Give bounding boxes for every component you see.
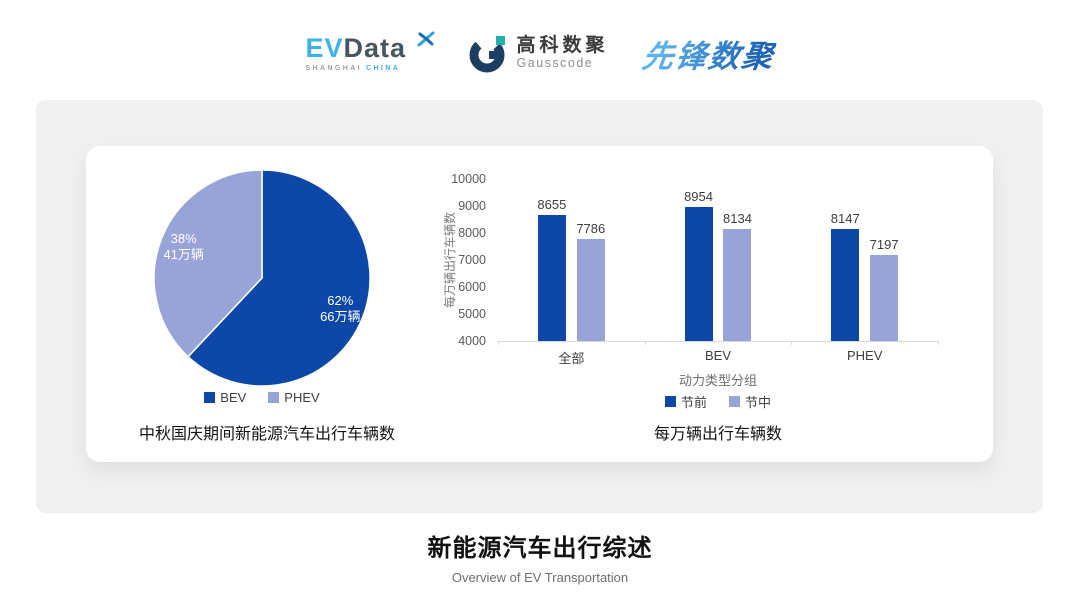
- bar-unit: 8147: [831, 179, 860, 341]
- bar-value-label: 7786: [576, 220, 606, 236]
- legend-label: 节前: [680, 395, 707, 410]
- x-category-label-PHEV: PHEV: [846, 348, 883, 363]
- evdata-subtext-shanghai: SHANGHAI: [305, 64, 362, 72]
- x-axis-tick: [498, 341, 499, 345]
- legend-swatch: [664, 396, 676, 407]
- gausscode-name-en: Gausscode: [516, 55, 594, 70]
- page-subtitle: Overview of EV Transportation: [451, 570, 629, 585]
- y-tick-label: 6000: [458, 280, 486, 294]
- pie-slice-bev: [187, 169, 371, 387]
- legend-label: BEV: [220, 390, 247, 405]
- bar-unit: 7786: [576, 179, 605, 341]
- y-tick-label: 7000: [458, 253, 486, 267]
- bar-group-全部: 8655 7786: [498, 179, 645, 341]
- bar-unit: 8954: [684, 179, 713, 341]
- legend-item-节中: 节中: [729, 392, 771, 411]
- bar-legend: 节前 节中: [498, 392, 938, 411]
- gausscode-name-cn: 高科数聚: [516, 34, 609, 56]
- y-tick-label: 10000: [451, 172, 486, 186]
- x-axis-tick: [644, 341, 646, 345]
- page-title: 新能源汽车出行综述: [427, 535, 653, 562]
- pie-chart-title: 中秋国庆期间新能源汽车出行车辆数: [138, 426, 395, 443]
- legend-item-BEV: BEV: [204, 390, 246, 405]
- legend-item-节前: 节前: [664, 392, 707, 411]
- bar-value-label: 8134: [723, 211, 752, 227]
- bar-BEV-节前: [684, 207, 713, 341]
- evdata-x-icon: [417, 31, 435, 46]
- bar-unit: 8134: [723, 179, 752, 341]
- bar-x-axis-title: 动力类型分组: [678, 373, 757, 388]
- bar-y-axis-ticks: 10000 9000 8000 7000 6000 5000 4000: [426, 146, 486, 366]
- evdata-subtext: SHANGHAI CHINA: [305, 65, 432, 72]
- pie-chart: 62% 66万辆 38% 41万辆: [153, 169, 371, 387]
- pie-slice-phev: [153, 169, 263, 358]
- bar-value-label: 7197: [869, 236, 899, 252]
- bar-value-label: 8147: [830, 211, 860, 226]
- gausscode-logo: 高科数聚 Gausscode: [467, 32, 609, 74]
- evdata-wordmark: EVData: [305, 31, 435, 63]
- bar-value-label: 8954: [684, 189, 713, 205]
- bar-chart-title: 每万辆出行车辆数: [653, 426, 782, 443]
- bar-x-axis-labels: 全部 BEV PHEV: [498, 348, 938, 367]
- evdata-wordmark-data: Data: [343, 32, 407, 63]
- legend-label: 节中: [745, 395, 772, 410]
- pioneer-wordmark: 先锋数聚: [639, 38, 777, 74]
- x-axis-tick: [791, 341, 793, 345]
- bar-unit: 8655: [537, 179, 566, 341]
- y-tick-label: 4000: [458, 334, 486, 348]
- bar-plot-area: 8655 7786 8954 8134 8147 7197: [498, 179, 938, 341]
- y-tick-label: 8000: [458, 226, 486, 240]
- pie-slice-label-bev: 62% 66万辆: [320, 293, 360, 324]
- legend-swatch: [729, 396, 740, 407]
- evdata-subtext-china: CHINA: [366, 64, 401, 72]
- legend-swatch: [268, 392, 280, 403]
- bar-value-label: 8655: [537, 197, 567, 213]
- charts-card: 62% 66万辆 38% 41万辆 BEV PHEV 中秋国庆期间新能源汽车出行车辆数 …: [86, 146, 993, 462]
- y-tick-label: 5000: [458, 307, 486, 321]
- bar-x-axis-line: [498, 341, 939, 345]
- x-category-label-全部: 全部: [558, 351, 585, 366]
- bar-unit: 7197: [870, 179, 899, 341]
- bar-group-PHEV: 8147 7197: [791, 179, 938, 341]
- bar-BEV-节中: [723, 229, 752, 341]
- y-tick-label: 9000: [458, 199, 486, 213]
- content-panel: 62% 66万辆 38% 41万辆 BEV PHEV 中秋国庆期间新能源汽车出行车辆数 …: [36, 100, 1043, 513]
- legend-item-PHEV: PHEV: [268, 390, 320, 405]
- evdata-logo: EVData SHANGHAI CHINA: [305, 31, 435, 72]
- bar-PHEV-节前: [831, 229, 860, 341]
- x-category-label-BEV: BEV: [705, 348, 732, 363]
- legend-label: PHEV: [284, 390, 320, 405]
- evdata-wordmark-ev: EV: [305, 32, 344, 63]
- pie-slice-label-phev: 38% 41万辆: [163, 231, 203, 262]
- bar-全部-节前: [537, 215, 566, 341]
- pie-legend: BEV PHEV: [102, 390, 422, 405]
- legend-swatch: [204, 392, 216, 403]
- x-axis-tick: [938, 341, 939, 345]
- bar-PHEV-节中: [870, 254, 899, 341]
- bar-全部-节中: [576, 238, 605, 341]
- header-logos: EVData SHANGHAI CHINA 高科数聚 Gausscode: [0, 18, 1080, 88]
- gausscode-g-icon: [469, 36, 505, 73]
- pioneer-logo: 先锋数聚: [639, 31, 777, 76]
- bar-group-BEV: 8954 8134: [645, 179, 792, 341]
- footer: 新能源汽车出行综述 Overview of EV Transportation: [0, 528, 1080, 585]
- gausscode-wordmark: 高科数聚 Gausscode: [516, 34, 609, 71]
